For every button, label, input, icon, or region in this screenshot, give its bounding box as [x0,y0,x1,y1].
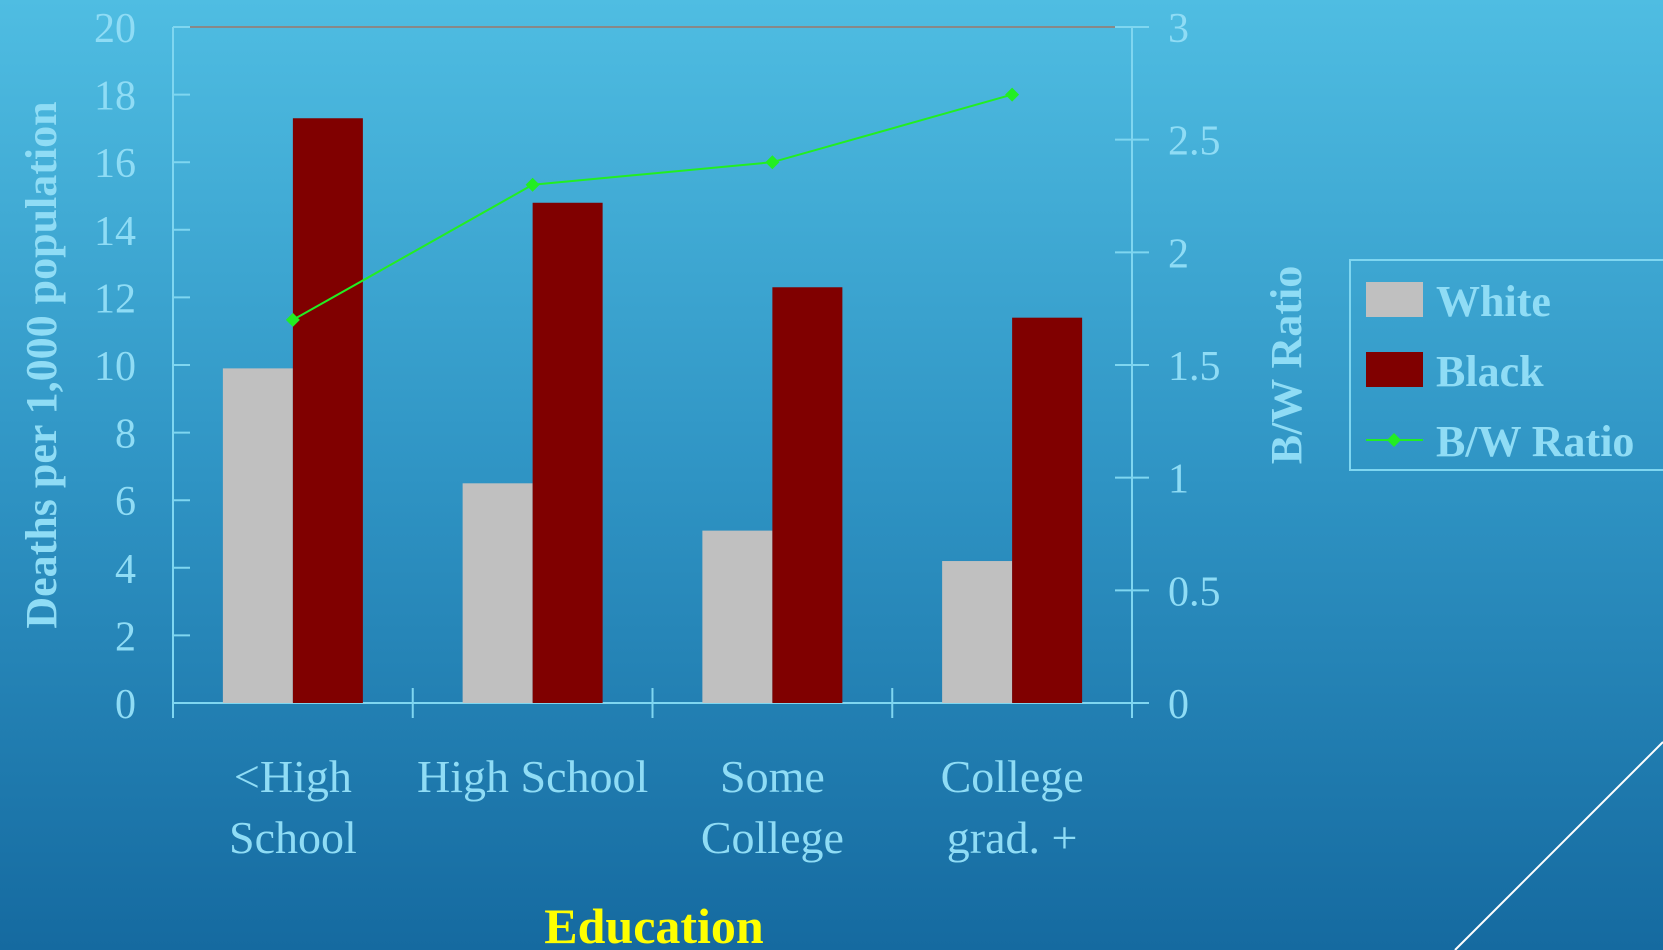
legend-box [1349,259,1663,471]
y-tick-label: 16 [94,141,136,187]
y2-tick-label: 1 [1168,457,1189,503]
y-tick-label: 0 [115,682,136,728]
legend-marker-b-w-ratio [1387,433,1401,447]
x-tick-label: College [941,751,1084,802]
x-tick-label: grad. + [947,812,1078,863]
y-tick-label: 2 [115,614,136,660]
y2-tick-label: 1.5 [1168,344,1221,390]
ratio-point [765,155,780,170]
bar-black [292,118,363,703]
y-tick-label: 12 [94,276,136,322]
y2-tick-label: 2 [1168,231,1189,277]
x-tick-label: High School [417,751,648,802]
y-tick-label: 20 [94,6,136,52]
y-tick-label: 8 [115,412,136,458]
y2-axis-title: B/W Ratio [1262,266,1311,464]
bar-black [1012,317,1083,703]
legend-label-black: Black [1436,347,1544,396]
ratio-point [285,312,300,327]
bar-white [702,530,773,703]
x-tick-label: School [229,812,357,863]
y2-tick-label: 0.5 [1168,569,1221,615]
y-tick-label: 4 [115,547,136,593]
x-tick-label: Some [720,751,825,802]
legend-label-white: White [1436,277,1551,326]
legend: White Black B/W Ratio [1349,259,1663,471]
legend-swatch-black [1366,352,1423,387]
slide-decoration-line [1454,741,1663,950]
legend-swatch-white [1366,282,1423,317]
legend-label-b-w-ratio: B/W Ratio [1436,417,1634,466]
y2-tick-label: 2.5 [1168,119,1221,165]
y-axis-title: Deaths per 1,000 population [17,101,66,628]
bar-white [222,368,293,703]
bar-black [772,287,843,703]
bar-white [942,561,1013,703]
y2-tick-label: 0 [1168,682,1189,728]
ratio-line [292,93,1013,321]
y-tick-label: 18 [94,74,136,120]
x-tick-label: College [701,812,844,863]
ratio-point [525,177,540,192]
x-axis-title: Education [544,898,764,950]
y-tick-label: 6 [115,479,136,525]
plot-area: 0 2 4 6 8 10 12 14 16 18 20 0 0.5 1 1.5 2 2.5 3 <High Schoo… [17,6,1311,950]
y-tick-label: 10 [94,344,136,390]
bar-black [532,202,603,703]
y2-tick-label: 3 [1168,6,1189,52]
y-tick-label: 14 [94,209,136,255]
x-tick-label: <High [234,751,352,802]
bar-white [462,483,533,703]
ratio-point [1005,87,1020,102]
